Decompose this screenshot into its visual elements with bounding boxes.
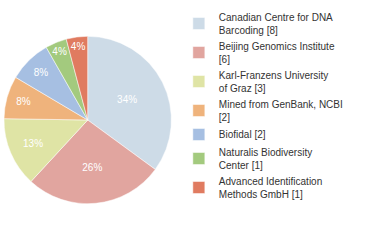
svg-text:Biofidal [2]: Biofidal [2] <box>219 129 266 140</box>
svg-text:13%: 13% <box>23 138 43 149</box>
svg-text:Mined from GenBank, NCBI[2]: Mined from GenBank, NCBI[2] <box>219 99 343 123</box>
svg-text:4%: 4% <box>52 46 67 57</box>
svg-text:Advanced IdentificationMethods: Advanced IdentificationMethods GmbH [1] <box>219 176 322 200</box>
svg-text:Naturalis BiodiversityCenter [: Naturalis BiodiversityCenter [1] <box>219 147 312 171</box>
svg-text:8%: 8% <box>34 67 49 78</box>
svg-text:Karl-Franzens Universityof Gra: Karl-Franzens Universityof Graz [3] <box>219 70 328 94</box>
svg-text:8%: 8% <box>16 96 31 107</box>
svg-text:26%: 26% <box>82 162 102 173</box>
svg-text:Beijing Genomics Institute[6]: Beijing Genomics Institute[6] <box>219 41 335 65</box>
svg-text:34%: 34% <box>117 94 137 105</box>
svg-text:4%: 4% <box>71 41 86 52</box>
svg-text:Canadian Centre for DNABarcodi: Canadian Centre for DNABarcoding [8] <box>219 12 333 36</box>
